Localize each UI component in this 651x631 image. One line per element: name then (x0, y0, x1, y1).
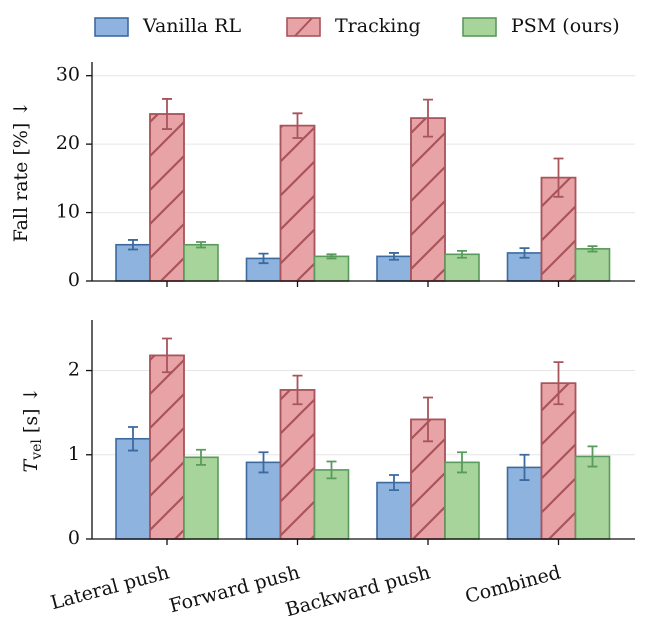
error-bar (519, 453, 530, 481)
y-tick-label: 2 (68, 359, 80, 381)
error-bar (457, 451, 467, 474)
error-bar (326, 253, 337, 260)
y-tick-label: 0 (68, 527, 80, 549)
bar (574, 248, 611, 282)
error-bar (258, 252, 269, 265)
y-tick-label: 30 (56, 64, 80, 86)
y-label-unit: [s] ↓ (20, 387, 42, 440)
error-bar (128, 426, 138, 452)
error-bar (258, 451, 269, 474)
bar (444, 253, 480, 282)
error-bar (423, 98, 433, 138)
y-tick-label: 0 (68, 269, 80, 291)
error-bar (196, 241, 206, 249)
error-bar (389, 474, 399, 492)
error-bar (326, 460, 337, 480)
bar-hatch (279, 124, 316, 282)
bar (313, 469, 350, 540)
legend-swatch (94, 17, 129, 37)
error-bar (292, 374, 303, 406)
x-tick-label: Backward push (283, 561, 432, 621)
bar (183, 243, 219, 282)
error-bar (553, 361, 564, 406)
error-bar (196, 448, 206, 466)
bar (115, 243, 151, 282)
error-bar (457, 249, 467, 259)
bar-hatch (149, 113, 185, 282)
bar-hatch (279, 389, 316, 540)
error-bar (519, 247, 530, 259)
error-bar (587, 245, 598, 253)
y-axis-label: Fall rate [%] ↓ (10, 101, 32, 243)
y-tick-label: 10 (56, 201, 80, 223)
bar (183, 456, 219, 540)
y-axis-label: Tvel [s] ↓ (20, 387, 45, 473)
legend-label: PSM (ours) (511, 15, 620, 37)
bar-hatch (410, 117, 446, 282)
error-bar (162, 337, 172, 374)
error-bar (423, 396, 433, 443)
bar (115, 437, 151, 540)
bar (574, 455, 611, 540)
bar-hatch (540, 382, 577, 540)
error-bar (162, 98, 172, 130)
y-tick-label: 20 (56, 132, 80, 154)
x-tick-label: Lateral push (48, 561, 171, 614)
legend-label: Tracking (335, 15, 421, 37)
x-tick-label: Combined (463, 561, 563, 608)
bar-hatch (149, 354, 185, 540)
error-bar (128, 239, 138, 251)
bar (313, 255, 350, 282)
error-bar (587, 445, 598, 468)
legend-swatch (462, 17, 497, 37)
error-bar (292, 112, 303, 139)
error-bar (389, 252, 399, 261)
bar (444, 461, 480, 540)
y-tick-label: 1 (68, 443, 80, 465)
error-bar (553, 157, 564, 198)
x-tick-label: Forward push (167, 561, 302, 617)
y-label-main: T (20, 458, 42, 472)
y-label-unit-text: [s] ↓ (20, 387, 42, 434)
legend-label: Vanilla RL (142, 15, 241, 37)
legend-hatch (294, 17, 313, 37)
y-label-sub: vel (29, 439, 45, 461)
bar (245, 461, 282, 540)
